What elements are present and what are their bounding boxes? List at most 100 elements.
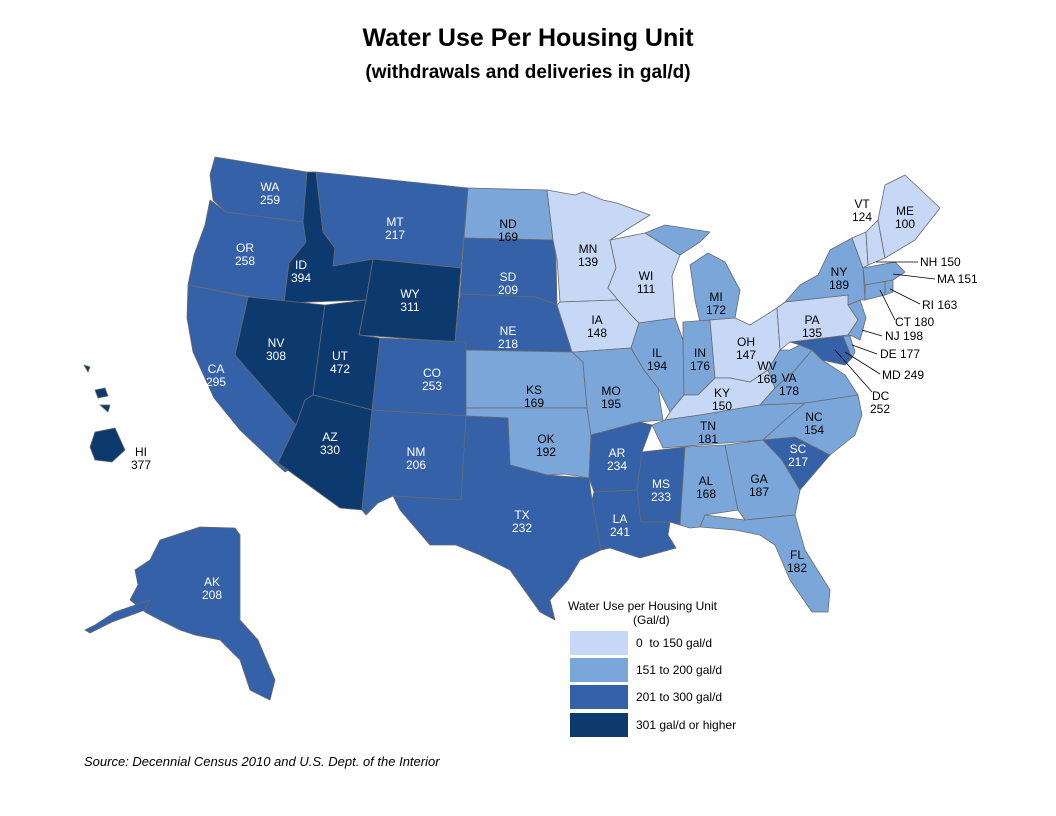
label-OH-abbr: OH — [737, 335, 755, 349]
callout-NJ: NJ 198 — [885, 329, 923, 343]
label-UT-value: 472 — [330, 362, 350, 376]
label-ME-abbr: ME — [896, 204, 914, 218]
label-KY-abbr: KY — [714, 386, 730, 400]
state-MA — [862, 261, 906, 286]
label-PA-value: 135 — [802, 326, 822, 340]
label-MS-value: 233 — [651, 490, 671, 504]
label-MI-abbr: MI — [709, 290, 722, 304]
label-NY-value: 189 — [829, 278, 849, 292]
callout-DE: DE 177 — [880, 347, 920, 361]
label-AR-value: 234 — [607, 459, 627, 473]
label-ND-value: 169 — [498, 230, 518, 244]
state-AK — [129, 526, 276, 701]
label-OK-abbr: OK — [537, 432, 554, 446]
label-AL-value: 168 — [696, 487, 716, 501]
state-AK-chain — [84, 599, 151, 634]
label-IA-value: 148 — [587, 326, 607, 340]
state-RI — [884, 279, 894, 296]
label-PA-abbr: PA — [804, 313, 819, 327]
label-MI-value: 172 — [706, 303, 726, 317]
leader-RI — [889, 288, 921, 305]
legend-label-1: 0 to 150 gal/d — [636, 636, 713, 650]
state-FL — [699, 514, 831, 613]
label-NV-value: 308 — [266, 349, 286, 363]
label-IL-value: 194 — [647, 359, 667, 373]
state-ME — [877, 174, 941, 259]
label-MO-abbr: MO — [601, 384, 620, 398]
label-ID-value: 394 — [291, 271, 311, 285]
label-TX-abbr: TX — [514, 508, 529, 522]
label-AL-abbr: AL — [699, 474, 714, 488]
label-IN-value: 176 — [690, 359, 710, 373]
label-WY-abbr: WY — [400, 287, 419, 301]
state-NY — [784, 237, 866, 306]
label-KY-value: 150 — [712, 399, 732, 413]
leader-MD — [844, 351, 881, 375]
label-VA-value: 178 — [779, 384, 799, 398]
legend-title: Water Use per Housing Unit (Gal/d) — [568, 599, 717, 627]
label-WV-value: 168 — [757, 372, 777, 386]
label-WY-value: 311 — [400, 300, 419, 314]
label-ID-abbr: ID — [295, 258, 307, 272]
label-WA-abbr: WA — [261, 180, 280, 194]
label-AR-abbr: AR — [609, 446, 626, 460]
label-CO-abbr: CO — [423, 366, 441, 380]
map-subtitle: (withdrawals and deliveries in gal/d) — [365, 62, 691, 83]
callout-DC-abbr: DC — [872, 389, 890, 403]
label-IN-abbr: IN — [694, 346, 706, 360]
label-NE-value: 218 — [498, 337, 518, 351]
label-MS-abbr: MS — [652, 477, 670, 491]
label-NE-abbr: NE — [500, 324, 517, 338]
state-TX — [392, 415, 602, 621]
leader-MA — [892, 273, 936, 280]
legend-swatch-3 — [570, 685, 628, 709]
label-SD-abbr: SD — [500, 270, 517, 284]
state-HI — [89, 427, 126, 463]
label-CO-value: 253 — [422, 379, 442, 393]
label-KS-abbr: KS — [526, 383, 542, 397]
label-NM-value: 206 — [406, 458, 426, 472]
legend-label-4: 301 gal/d or higher — [636, 718, 737, 732]
label-LA-value: 241 — [610, 525, 630, 539]
label-ME-value: 100 — [895, 217, 915, 231]
callout-RI: RI 163 — [922, 298, 958, 312]
label-AK-abbr: AK — [204, 575, 220, 589]
label-TN-abbr: TN — [700, 419, 716, 433]
label-FL-abbr: FL — [790, 548, 804, 562]
label-IL-abbr: IL — [652, 346, 662, 360]
legend-item-2: 151 to 200 gal/d — [570, 658, 770, 682]
state-WY — [358, 258, 462, 343]
label-SC-value: 217 — [788, 455, 808, 469]
label-CA-value: 295 — [206, 375, 226, 389]
label-GA-abbr: GA — [750, 472, 767, 486]
label-VA-abbr: VA — [781, 371, 796, 385]
label-FL-value: 182 — [787, 561, 807, 575]
label-AZ-value: 330 — [320, 443, 340, 457]
leader-DC — [834, 349, 873, 393]
label-OH-value: 147 — [736, 348, 756, 362]
